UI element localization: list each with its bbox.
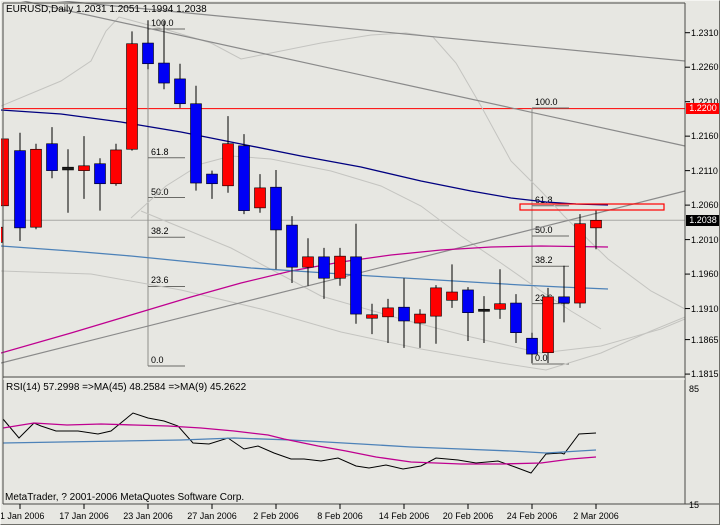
date-tick-label: 11 Jan 2006 [0, 511, 45, 521]
candle-body [62, 166, 74, 171]
candle-body [302, 256, 314, 268]
candle-body [46, 143, 58, 171]
candle-body [574, 223, 586, 304]
highlight-rectangle [519, 203, 665, 211]
candle-body [142, 42, 154, 65]
candle-body [526, 337, 538, 355]
price-tick-label: 1.2160 [691, 131, 719, 142]
fibonacci-jan-level-label: 0.0 [151, 355, 164, 365]
rsi-ma45-line [2, 437, 597, 454]
candle-body [174, 78, 186, 105]
price-tick-label: 1.1815 [691, 369, 719, 380]
price-tag-bid: 1.2038 [686, 214, 719, 226]
fibonacci-feb-level-label: 38.2 [535, 255, 553, 266]
fibonacci-jan-level-label: 23.6 [151, 275, 169, 286]
candle-body [110, 149, 122, 185]
candle-body [414, 313, 426, 324]
price-tick-label: 1.1910 [691, 303, 719, 314]
candle-body [446, 291, 458, 301]
fibonacci-jan-level-label: 100.0 [151, 18, 174, 28]
rsi-scale-label: 15 [689, 500, 700, 510]
price-tick-label: 1.1865 [691, 334, 719, 345]
date-tick-label: 2 Mar 2006 [573, 511, 619, 521]
price-tick-label: 1.2060 [691, 200, 719, 211]
candle-body [558, 296, 570, 304]
date-tick-label: 17 Jan 2006 [59, 511, 109, 521]
price-tick-label: 1.2260 [691, 62, 719, 73]
candle-body [398, 306, 410, 322]
band-curve-mid-2 [140, 210, 686, 354]
candle-body [14, 150, 26, 229]
candle-body [478, 308, 490, 312]
candle-body [590, 219, 602, 229]
rsi-indicator-label: RSI(14) 57.2998 =>MA(45) 48.2584 =>MA(9)… [6, 382, 247, 393]
candle-body [126, 43, 138, 150]
fibonacci-feb-level-label: 100.0 [535, 97, 558, 107]
date-tick-label: 2 Feb 2006 [253, 511, 299, 521]
trendline-upper-1 [56, 1, 686, 62]
candle-body [542, 296, 554, 354]
copyright-text: MetaTrader, ? 2001-2006 MetaQuotes Softw… [5, 492, 245, 503]
fibonacci-feb-level-label: 50.0 [535, 225, 553, 235]
price-tick-label: 1.2210 [691, 96, 719, 107]
candle-body [254, 187, 266, 209]
fibonacci-jan-level-label: 38.2 [151, 226, 169, 237]
rsi-scale-label: 85 [689, 384, 700, 394]
price-tick-label: 1.2310 [691, 27, 719, 38]
fibonacci-feb-level-label: 0.0 [535, 353, 548, 363]
date-tick-label: 14 Feb 2006 [378, 511, 430, 521]
candle-body [94, 163, 106, 185]
candle-body [190, 103, 202, 184]
candle-body [350, 256, 362, 315]
candle-body [366, 314, 378, 319]
candle-body [158, 62, 170, 84]
price-tick-label: 1.1960 [691, 269, 719, 280]
price-tag-resistance: 1.2200 [686, 103, 719, 115]
candle-body [462, 289, 474, 314]
date-tick-label: 27 Jan 2006 [187, 511, 237, 521]
date-tick-label: 20 Feb 2006 [442, 511, 494, 521]
candle-body [78, 165, 90, 171]
candle-body [334, 255, 346, 279]
ma-slow-magenta [1, 245, 609, 354]
candle-body [222, 143, 234, 187]
candle-body [430, 287, 442, 317]
price-tick-label: 1.2110 [691, 165, 718, 176]
date-tick-label: 23 Jan 2006 [123, 511, 173, 521]
rsi-ma9-line [2, 422, 597, 465]
candle-body [510, 302, 522, 334]
date-tick-label: 24 Feb 2006 [506, 511, 558, 521]
band-curve-lower [1, 270, 686, 371]
ma-fast-navy [1, 109, 609, 206]
candle-body [382, 307, 394, 318]
candle-body [270, 186, 282, 231]
trendline-upper-2 [20, 1, 686, 147]
candle-body [206, 173, 218, 185]
candle-body [286, 224, 298, 268]
chart-title: EURUSD,Daily 1.2031 1.2051 1.1994 1.2038 [6, 4, 207, 15]
candle-body [318, 256, 330, 279]
date-tick-label: 8 Feb 2006 [317, 511, 363, 521]
price-tick-label: 1.2010 [691, 234, 719, 245]
candle-body [238, 145, 250, 211]
candle-body [494, 303, 506, 310]
fibonacci-feb-level-label: 61.8 [535, 194, 553, 205]
candle-body [30, 148, 42, 228]
rsi-line [2, 412, 597, 474]
fibonacci-jan-level-label: 61.8 [151, 146, 169, 157]
